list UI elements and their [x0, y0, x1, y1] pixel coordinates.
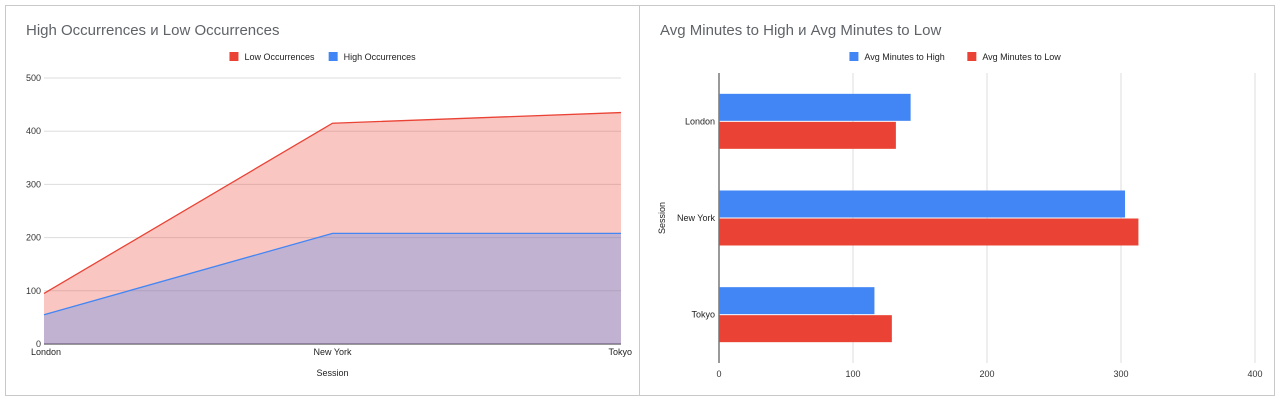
bar-avg-minutes-to-high-tokyo — [719, 287, 875, 315]
area-x-tick-london: London — [31, 347, 61, 357]
bar-avg-minutes-to-low-tokyo — [719, 315, 892, 343]
bar-chart-title: Avg Minutes to High и Avg Minutes to Low — [660, 22, 942, 39]
bar-x-tick-100: 100 — [845, 369, 860, 379]
bar-legend-label-avg-minutes-to-high: Avg Minutes to High — [864, 52, 944, 62]
area-x-tick-tokyo: Tokyo — [608, 347, 632, 357]
bar-x-tick-200: 200 — [979, 369, 994, 379]
area-chart-title: High Occurrences и Low Occurrences — [26, 22, 280, 39]
bar-chart-panel: Avg Minutes to High и Avg Minutes to Low… — [639, 5, 1275, 396]
area-y-tick-200: 200 — [26, 233, 41, 243]
bar-legend-label-avg-minutes-to-low: Avg Minutes to Low — [982, 52, 1061, 62]
area-legend-swatch-low-occurrences — [229, 52, 239, 61]
area-legend-label-high-occurrences: High Occurrences — [344, 52, 417, 62]
bar-legend-swatch-avg-minutes-to-high — [849, 52, 859, 61]
bar-x-tick-300: 300 — [1113, 369, 1128, 379]
area-chart: 0 100 200 300 400 500 London New York Tokyo Sessi… — [26, 52, 632, 378]
bar-x-tick-0: 0 — [716, 369, 721, 379]
area-fill-low-occurrences — [44, 112, 621, 344]
area-y-tick-0: 0 — [36, 339, 41, 349]
bar-y-axis-title: Session — [657, 202, 667, 234]
area-y-tick-100: 100 — [26, 286, 41, 296]
area-y-tick-300: 300 — [26, 179, 41, 189]
bar-y-tick-new-york: New York — [677, 213, 716, 223]
bar-y-tick-london: London — [685, 116, 715, 126]
bar-avg-minutes-to-high-new-york — [719, 190, 1126, 218]
bar-y-tick-tokyo: Tokyo — [691, 310, 715, 320]
bar-avg-minutes-to-low-london — [719, 121, 896, 149]
area-x-tick-new-york: New York — [313, 347, 352, 357]
area-fill-high-occurrences — [44, 233, 621, 344]
bar-legend-swatch-avg-minutes-to-low — [967, 52, 977, 61]
bar-x-tick-400: 400 — [1247, 369, 1262, 379]
area-x-axis-title: Session — [316, 368, 348, 378]
bar-avg-minutes-to-high-london — [719, 93, 911, 121]
area-legend-label-low-occurrences: Low Occurrences — [244, 52, 315, 62]
area-chart-panel: High Occurrences и Low Occurrences 0 100 2… — [5, 5, 640, 396]
bar-chart: 0 100 200 300 400 London New York Tokyo Session A… — [657, 52, 1263, 379]
area-y-tick-500: 500 — [26, 73, 41, 83]
area-legend-swatch-high-occurrences — [328, 52, 338, 61]
bar-avg-minutes-to-low-new-york — [719, 218, 1139, 246]
area-y-tick-400: 400 — [26, 126, 41, 136]
